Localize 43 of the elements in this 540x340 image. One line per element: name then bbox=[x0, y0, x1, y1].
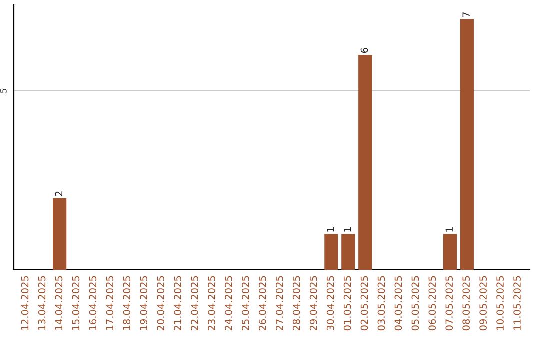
x-tick-label: 14.04.2025 bbox=[55, 276, 63, 330]
data-label: 2 bbox=[55, 192, 63, 196]
bar bbox=[53, 198, 67, 270]
x-tick-label: 17.04.2025 bbox=[106, 276, 114, 330]
x-tick-label: 19.04.2025 bbox=[140, 276, 148, 330]
x-tick-label: 24.04.2025 bbox=[225, 276, 232, 331]
bar bbox=[460, 19, 474, 270]
x-tick-label: 16.04.2025 bbox=[89, 276, 97, 330]
bar bbox=[358, 55, 372, 270]
x-tick-label: 29.04.2025 bbox=[310, 276, 318, 331]
x-tick-label: 09.05.2025 bbox=[480, 276, 487, 331]
x-tick-label: 12.04.2025 bbox=[21, 276, 29, 330]
x-tick-label: 10.05.2025 bbox=[496, 276, 504, 330]
x-tick-label: 27.04.2025 bbox=[276, 276, 284, 331]
x-tick-label: 13.04.2025 bbox=[38, 276, 46, 330]
x-tick-label: 28.04.2025 bbox=[292, 276, 300, 331]
x-tick-label: 02.05.2025 bbox=[360, 276, 368, 331]
x-tick-label: 06.05.2025 bbox=[428, 276, 436, 331]
y-tick-label: 5 bbox=[0, 89, 7, 93]
x-tick-label: 05.05.2025 bbox=[412, 276, 420, 331]
x-tick-label: 25.04.2025 bbox=[242, 276, 250, 331]
x-tick-label: 15.04.2025 bbox=[72, 276, 80, 330]
bar bbox=[443, 234, 458, 270]
x-tick-label: 11.05.2025 bbox=[514, 276, 521, 330]
data-label: 1 bbox=[327, 228, 334, 232]
x-tick-label: 01.05.2025 bbox=[344, 276, 352, 331]
x-tick-label: 21.04.2025 bbox=[174, 276, 182, 331]
x-tick-label: 23.04.2025 bbox=[208, 276, 216, 331]
x-tick-label: 26.04.2025 bbox=[258, 276, 266, 331]
x-tick-label: 03.05.2025 bbox=[378, 276, 386, 331]
bar bbox=[324, 234, 338, 270]
data-label: 7 bbox=[462, 12, 470, 18]
bar bbox=[342, 234, 356, 270]
data-label: 1 bbox=[446, 228, 453, 232]
x-tick-label: 30.04.2025 bbox=[326, 276, 334, 330]
data-label: 6 bbox=[360, 48, 368, 54]
x-tick-label: 20.04.2025 bbox=[157, 276, 164, 331]
x-tick-label: 18.04.2025 bbox=[123, 276, 131, 330]
x-tick-label: 07.05.2025 bbox=[446, 276, 454, 331]
x-tick-label: 04.05.2025 bbox=[394, 276, 402, 331]
x-tick-label: 22.04.2025 bbox=[191, 276, 198, 331]
x-tick-label: 08.05.2025 bbox=[462, 276, 470, 331]
data-label: 1 bbox=[344, 228, 352, 232]
